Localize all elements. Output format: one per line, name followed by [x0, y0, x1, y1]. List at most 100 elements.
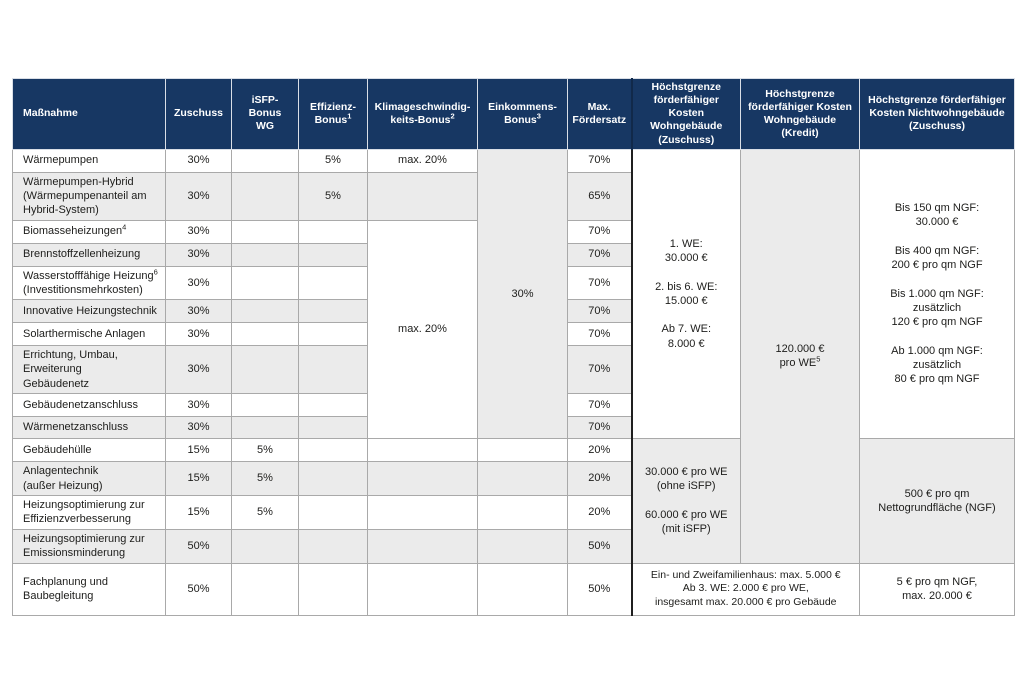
- footnote-marker: 3: [536, 111, 541, 121]
- row-solarthermische-anlagen: Solarthermische Anlagen 30% 70%: [12, 322, 1015, 347]
- zuschuss-cell: 50%: [165, 562, 232, 616]
- col-header-isfp-bonus: iSFP- Bonus WG: [231, 78, 299, 150]
- fachplanung-wg-merged-cell: Ein- und Zweifamilienhaus: max. 5.000 € …: [630, 562, 860, 616]
- zuschuss-cell: 30%: [165, 242, 232, 267]
- foerdersatz-cell: 70%: [567, 299, 632, 324]
- effizienz-cell-empty: [298, 299, 368, 324]
- foerdersatz-cell: 70%: [567, 242, 632, 267]
- klima-cell-empty: [367, 171, 478, 221]
- row-biomasseheizungen: Biomasseheizungen4 30% max. 20% 70%: [12, 219, 1015, 440]
- isfp-cell-empty: [231, 148, 299, 173]
- isfp-cell-empty: [231, 416, 299, 439]
- row-innovative-heizungstechnik: Innovative Heizungstechnik 30% 70%: [12, 299, 1015, 324]
- foerdersatz-cell: 70%: [567, 345, 632, 394]
- klima-cell-empty: [367, 438, 478, 462]
- wg-zuschuss-merged-cell: 1. WE: 30.000 € 2. bis 6. WE: 15.000 € A…: [630, 148, 741, 440]
- col-header-max-foerdersatz: Max. Fördersatz: [567, 78, 632, 150]
- col-header-zuschuss: Zuschuss: [165, 78, 232, 150]
- massnahme-cell: Wärmenetzanschluss: [12, 416, 166, 439]
- isfp-cell-empty: [231, 171, 299, 221]
- einkommens-cell-empty: [477, 438, 568, 462]
- footnote-marker: 4: [122, 222, 127, 232]
- massnahme-cell: Gebäudenetzanschluss: [12, 393, 166, 417]
- zuschuss-cell: 30%: [165, 322, 232, 347]
- zuschuss-cell: 15%: [165, 461, 232, 496]
- einkommens-cell-empty: [477, 461, 568, 496]
- einkommens-merged-cell: 30%: [477, 148, 568, 440]
- effizienz-cell-empty: [298, 393, 368, 417]
- effizienz-cell-empty: [298, 562, 368, 616]
- effizienz-cell-empty: [298, 416, 368, 439]
- isfp-cell-empty: [231, 299, 299, 324]
- col-header-massnahme: Maßnahme: [12, 78, 166, 150]
- isfp-cell-empty: [231, 322, 299, 347]
- isfp-cell: 5%: [231, 495, 299, 530]
- effizienz-cell-empty: [298, 242, 368, 267]
- row-heizungsoptimierung-emission: Heizungsoptimierung zur Emissionsminderu…: [12, 528, 1015, 564]
- foerdersatz-cell: 20%: [567, 461, 632, 496]
- klima-merged-cell: max. 20%: [367, 219, 478, 440]
- massnahme-cell: Heizungsoptimierung zur Emissionsminderu…: [12, 528, 166, 564]
- zuschuss-cell: 30%: [165, 416, 232, 439]
- footnote-marker: 5: [816, 354, 821, 364]
- massnahme-cell: Innovative Heizungstechnik: [12, 299, 166, 324]
- footnote-marker: 2: [450, 111, 455, 121]
- fachplanung-nwg-cell: 5 € pro qm NGF, max. 20.000 €: [859, 562, 1015, 616]
- foerdersatz-cell: 50%: [567, 528, 632, 564]
- effizienz-cell-empty: [298, 322, 368, 347]
- foerdersatz-cell: 50%: [567, 562, 632, 616]
- isfp-cell-empty: [231, 242, 299, 267]
- zuschuss-cell: 50%: [165, 528, 232, 564]
- effizienz-cell-empty: [298, 528, 368, 564]
- col-header-wg-kredit: Höchstgrenze förderfähiger Kosten Wohnge…: [740, 78, 860, 150]
- zuschuss-cell: 15%: [165, 495, 232, 530]
- isfp-cell-empty: [231, 528, 299, 564]
- row-gebaeudenetz: Errichtung, Umbau, Erweiterung Gebäudene…: [12, 345, 1015, 394]
- effizienz-cell: 5%: [298, 171, 368, 221]
- col-header-wg-zuschuss: Höchstgrenze förderfähiger Kosten Wohnge…: [630, 78, 741, 150]
- foerdersatz-cell: 70%: [567, 393, 632, 417]
- col-header-einkommens-bonus: Einkommens- Bonus3: [477, 78, 568, 150]
- einkommens-cell-empty: [477, 528, 568, 564]
- effizienz-cell-empty: [298, 219, 368, 244]
- effizienz-cell-empty: [298, 345, 368, 394]
- row-wasserstofffaehige-heizung: Wasserstofffähige Heizung6 (Investitionsm…: [12, 265, 1015, 301]
- zuschuss-cell: 30%: [165, 148, 232, 173]
- klima-cell: max. 20%: [367, 148, 478, 173]
- klima-cell-empty: [367, 528, 478, 564]
- isfp-cell-empty: [231, 393, 299, 417]
- klima-cell-empty: [367, 495, 478, 530]
- foerdersatz-cell: 70%: [567, 322, 632, 347]
- effizienz-cell-empty: [298, 461, 368, 496]
- foerdersatz-cell: 65%: [567, 171, 632, 221]
- footnote-marker: 6: [153, 266, 158, 276]
- zuschuss-cell: 30%: [165, 265, 232, 301]
- massnahme-cell: Biomasseheizungen4: [12, 219, 166, 244]
- row-anlagentechnik: Anlagentechnik (außer Heizung) 15% 5% 20…: [12, 461, 1015, 496]
- massnahme-cell: Errichtung, Umbau, Erweiterung Gebäudene…: [12, 345, 166, 394]
- massnahme-cell: Gebäudehülle: [12, 438, 166, 462]
- isfp-cell-empty: [231, 562, 299, 616]
- massnahme-cell: Solarthermische Anlagen: [12, 322, 166, 347]
- subsidy-table-container: Maßnahme Zuschuss iSFP- Bonus WG Effizie…: [12, 78, 1015, 616]
- foerdersatz-cell: 70%: [567, 265, 632, 301]
- nwg-merged-cell: Bis 150 qm NGF: 30.000 € Bis 400 qm NGF:…: [859, 148, 1015, 440]
- zuschuss-cell: 30%: [165, 219, 232, 244]
- foerdersatz-cell: 20%: [567, 438, 632, 462]
- footnote-marker: 1: [347, 111, 352, 121]
- row-waermenetzanschluss: Wärmenetzanschluss 30% 70%: [12, 416, 1015, 439]
- wg-zuschuss-merged-cell-2: 30.000 € pro WE (ohne iSFP) 60.000 € pro…: [630, 438, 741, 564]
- nwg-merged-cell-2: 500 € pro qm Nettogrundfläche (NGF): [859, 438, 1015, 564]
- isfp-cell: 5%: [231, 438, 299, 462]
- row-waermepumpen: Wärmepumpen 30% 5% max. 20% 30% 70% 1. W…: [12, 148, 1015, 564]
- wg-kredit-merged-cell: 120.000 € pro WE5: [740, 148, 860, 564]
- zuschuss-cell: 30%: [165, 345, 232, 394]
- row-fachplanung: Fachplanung und Baubegleitung 50% 50% Ei…: [12, 562, 1015, 616]
- isfp-cell-empty: [231, 345, 299, 394]
- zuschuss-cell: 30%: [165, 393, 232, 417]
- effizienz-cell-empty: [298, 265, 368, 301]
- subsidy-table: Maßnahme Zuschuss iSFP- Bonus WG Effizie…: [12, 78, 1015, 616]
- zuschuss-cell: 30%: [165, 171, 232, 221]
- col-header-klima-bonus: Klimageschwindig- keits-Bonus2: [367, 78, 478, 150]
- massnahme-cell: Heizungsoptimierung zur Effizienzverbess…: [12, 495, 166, 530]
